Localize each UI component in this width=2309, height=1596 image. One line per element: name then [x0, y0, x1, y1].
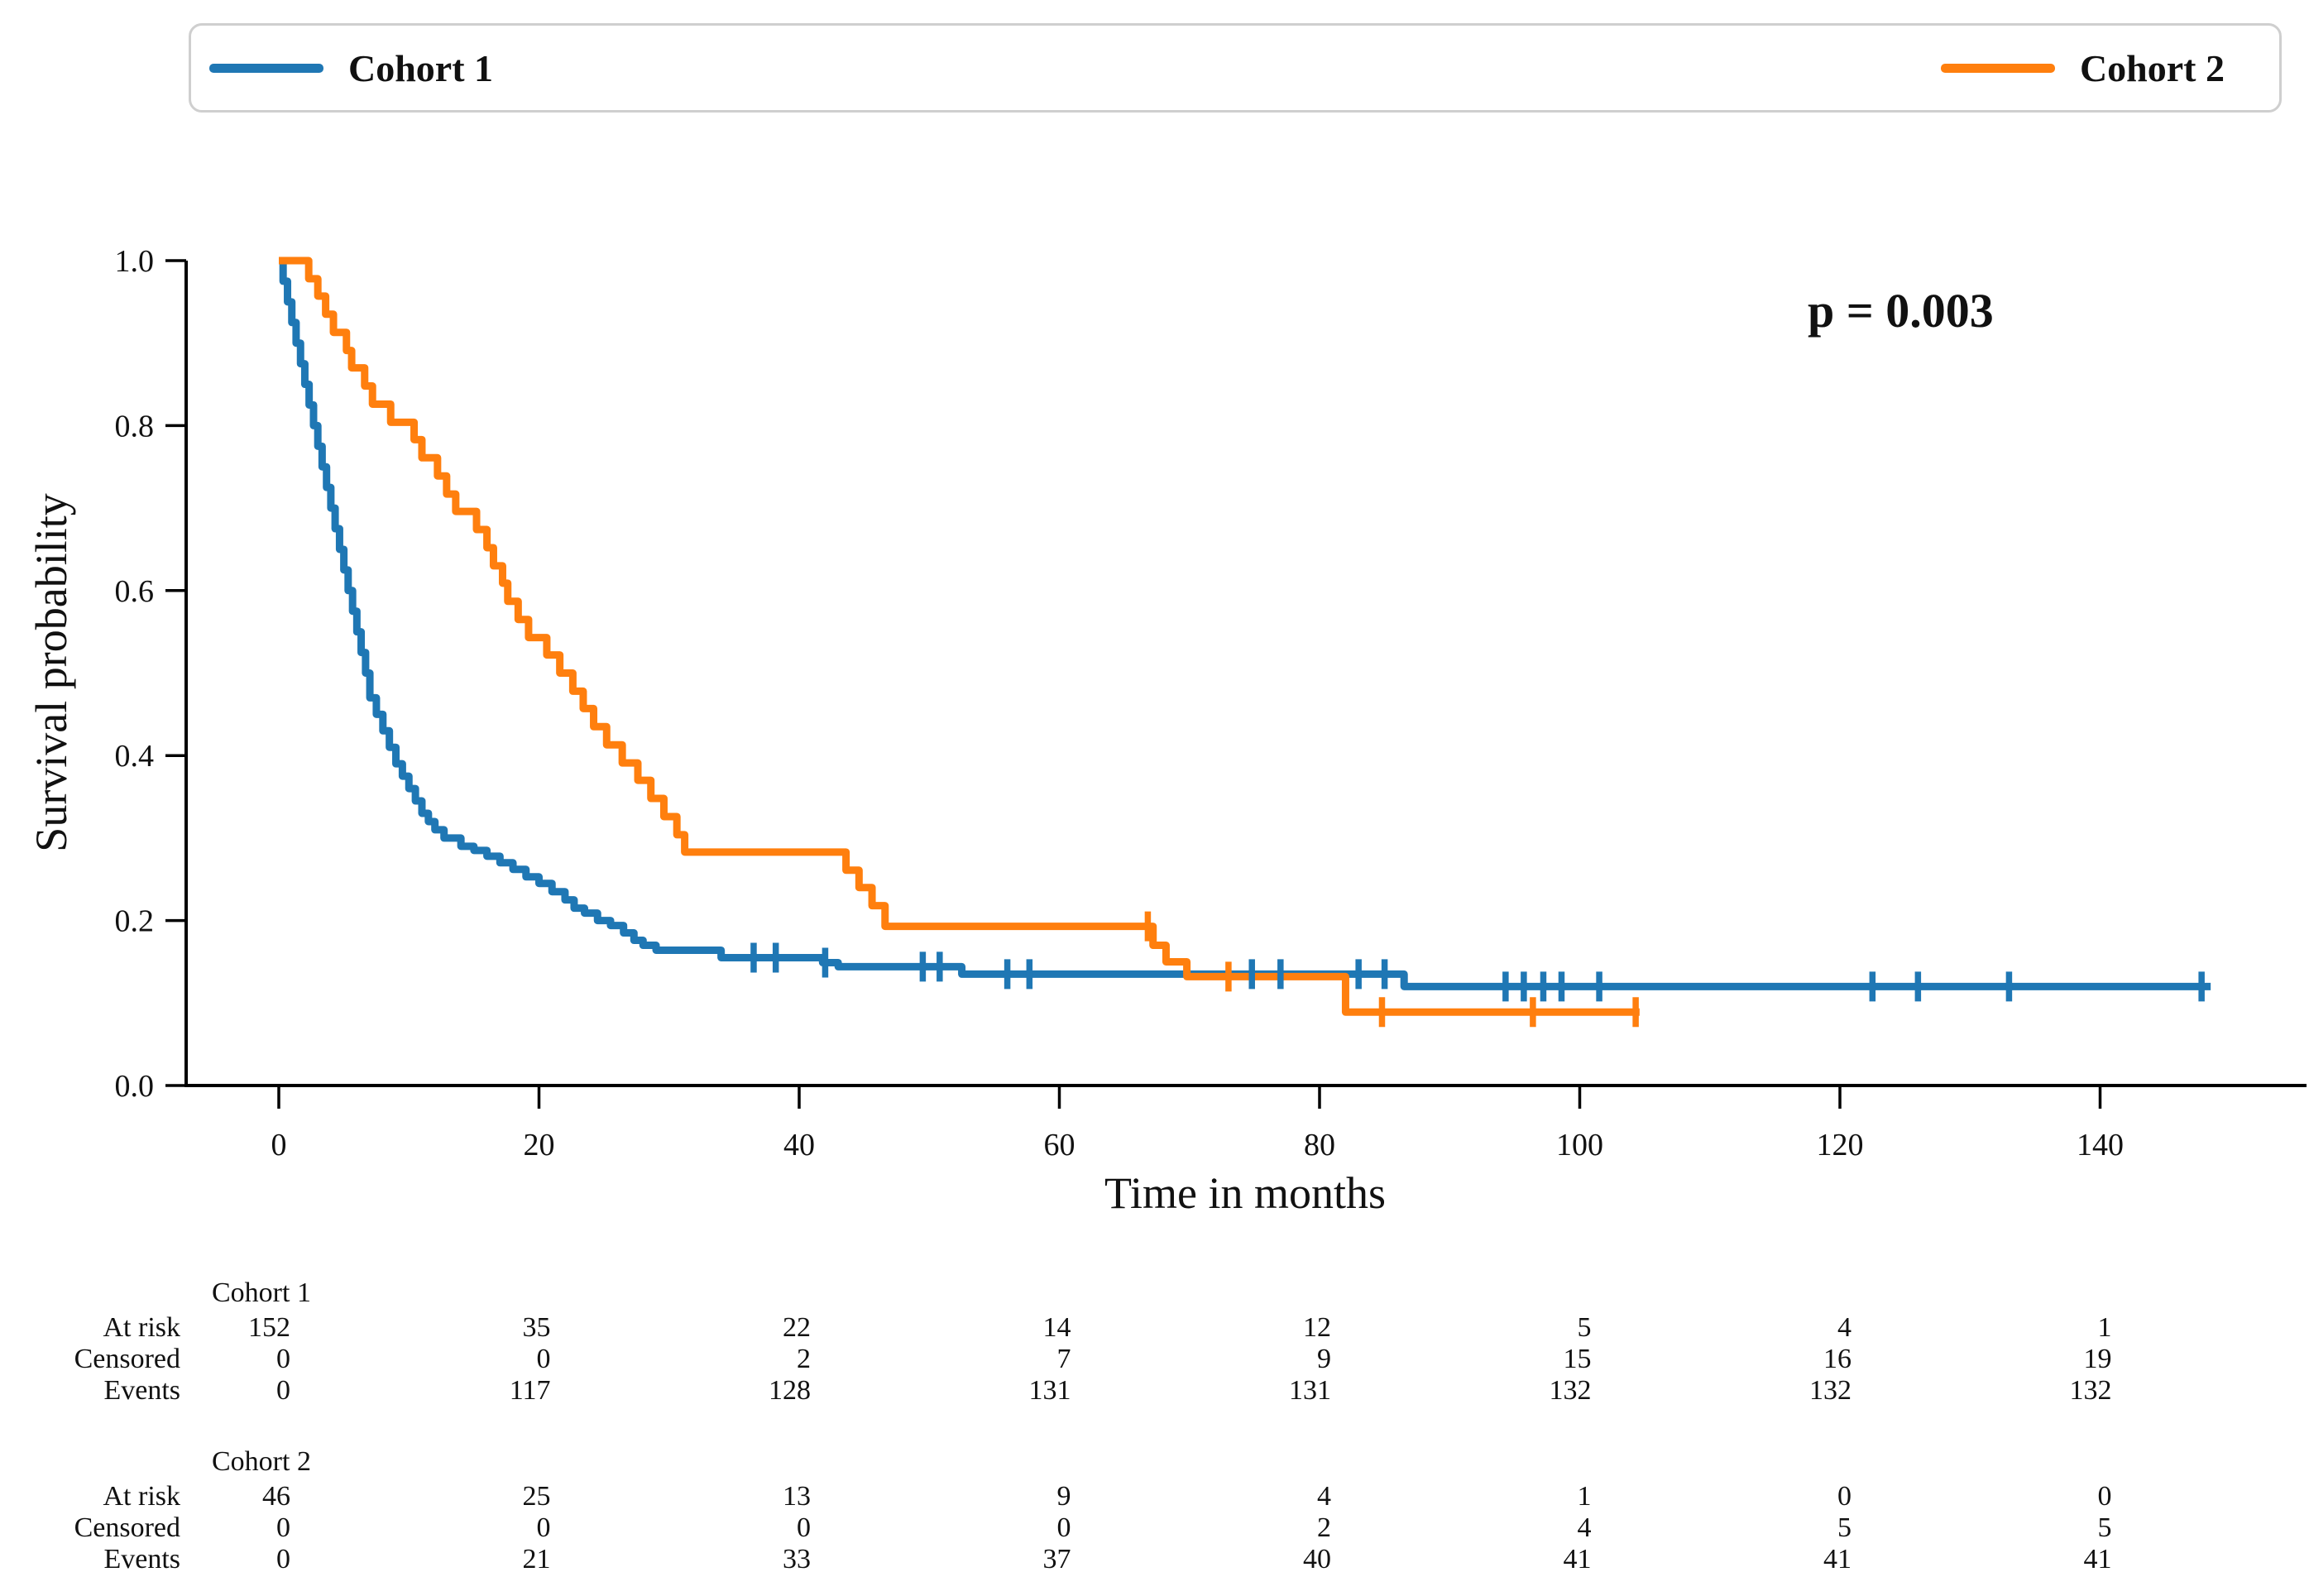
risk-table-value: 5 — [1577, 1312, 1592, 1343]
y-tick-label: 0.4 — [115, 739, 155, 774]
risk-table-value: 4 — [1577, 1512, 1592, 1543]
risk-table-value: 9 — [1056, 1481, 1071, 1512]
y-axis-label: Survival probability — [26, 493, 76, 851]
risk-table-value: 41 — [1823, 1544, 1852, 1574]
risk-table-value: 0 — [1056, 1512, 1071, 1543]
risk-table-value: 15 — [1563, 1344, 1592, 1374]
axis-spines — [184, 261, 2307, 1087]
risk-table-value: 7 — [1056, 1344, 1071, 1374]
legend-label-cohort1: Cohort 1 — [348, 46, 494, 89]
risk-table-group-header: Cohort 1 — [212, 1277, 311, 1308]
risk-table-value: 5 — [2097, 1512, 2112, 1543]
legend-box: Cohort 1 Cohort 2 — [189, 23, 2282, 113]
y-tick-label: 1.0 — [115, 244, 155, 279]
risk-table-row-label: Censored — [74, 1344, 180, 1374]
survival-curve-cohort1 — [279, 256, 2211, 990]
risk-table-value: 0 — [276, 1544, 290, 1574]
risk-table-value: 0 — [276, 1344, 290, 1374]
x-tick-label: 0 — [271, 1128, 287, 1162]
risk-table-value: 131 — [1028, 1375, 1071, 1406]
risk-table-value: 0 — [797, 1512, 811, 1543]
risk-table-value: 0 — [536, 1512, 551, 1543]
risk-table-value: 4 — [1317, 1481, 1331, 1512]
risk-table-value: 9 — [1317, 1344, 1331, 1374]
cohort1-line-swatch — [209, 63, 323, 73]
risk-table-value: 4 — [1837, 1312, 1852, 1343]
risk-table-value: 16 — [1823, 1344, 1852, 1374]
risk-table-value: 21 — [522, 1544, 551, 1574]
risk-table-value: 117 — [509, 1375, 551, 1406]
risk-table-value: 37 — [1042, 1544, 1071, 1574]
x-tick-label: 140 — [2077, 1128, 2124, 1162]
x-tick-label: 60 — [1044, 1128, 1075, 1162]
risk-table-value: 0 — [276, 1375, 290, 1406]
risk-table-value: 22 — [783, 1312, 811, 1343]
risk-table-value: 132 — [1809, 1375, 1852, 1406]
risk-table-value: 12 — [1303, 1312, 1331, 1343]
legend-item-cohort1: Cohort 1 — [209, 46, 493, 90]
y-tick-label: 0.0 — [115, 1069, 155, 1104]
risk-table-value: 152 — [248, 1312, 290, 1343]
risk-table-group-header: Cohort 2 — [212, 1446, 311, 1477]
risk-table-value: 132 — [2069, 1375, 2112, 1406]
risk-table-value: 1 — [1577, 1481, 1592, 1512]
risk-table-value: 2 — [1317, 1512, 1331, 1543]
risk-table-value: 35 — [522, 1312, 551, 1343]
risk-table-value: 1 — [2097, 1312, 2112, 1343]
risk-table-value: 25 — [522, 1481, 551, 1512]
survival-curves — [279, 256, 2211, 1016]
risk-table-row-label: Censored — [74, 1512, 180, 1543]
risk-table-value: 41 — [2083, 1544, 2112, 1574]
risk-table-row-label: At risk — [103, 1481, 181, 1512]
survival-curve-cohort2 — [279, 256, 1640, 1016]
x-tick-label: 100 — [1556, 1128, 1603, 1162]
risk-table-value: 13 — [783, 1481, 811, 1512]
risk-table-row-label: Events — [103, 1544, 180, 1574]
risk-table-value: 33 — [783, 1544, 811, 1574]
x-tick-label: 20 — [524, 1128, 555, 1162]
risk-table-value: 2 — [797, 1344, 811, 1374]
cohort2-line-swatch — [1940, 63, 2055, 73]
risk-table-value: 0 — [276, 1512, 290, 1543]
p-value-annotation: p = 0.003 — [1808, 284, 1994, 338]
axes: 0.0 0.2 0.4 0.6 0.8 1.0 0 20 40 60 80 100 120 140 — [115, 244, 2307, 1162]
risk-table-row-label: Events — [103, 1375, 180, 1406]
risk-table-value: 41 — [1563, 1544, 1592, 1574]
risk-table-value: 131 — [1289, 1375, 1331, 1406]
risk-table-value: 0 — [536, 1344, 551, 1374]
risk-table-value: 132 — [1549, 1375, 1592, 1406]
risk-table-row-label: At risk — [103, 1312, 181, 1343]
censor-marks — [750, 911, 2205, 1028]
legend-item-cohort2: Cohort 2 — [1940, 46, 2225, 90]
y-tick-label: 0.8 — [115, 409, 155, 443]
legend-label-cohort2: Cohort 2 — [2079, 46, 2225, 89]
y-tick-label: 0.6 — [115, 574, 155, 609]
risk-table-value: 128 — [769, 1375, 811, 1406]
risk-table-value: 5 — [1837, 1512, 1852, 1543]
risk-table-value: 46 — [262, 1481, 290, 1512]
risk-table-value: 19 — [2083, 1344, 2112, 1374]
x-tick-label: 80 — [1304, 1128, 1335, 1162]
risk-table-value: 14 — [1042, 1312, 1071, 1343]
x-tick-label: 40 — [783, 1128, 815, 1162]
x-axis-label: Time in months — [1104, 1168, 1386, 1218]
risk-table-value: 0 — [1837, 1481, 1852, 1512]
y-tick-label: 0.2 — [115, 904, 155, 939]
risk-table-value: 0 — [2097, 1481, 2112, 1512]
x-tick-label: 120 — [1817, 1128, 1864, 1162]
risk-table-value: 40 — [1303, 1544, 1331, 1574]
